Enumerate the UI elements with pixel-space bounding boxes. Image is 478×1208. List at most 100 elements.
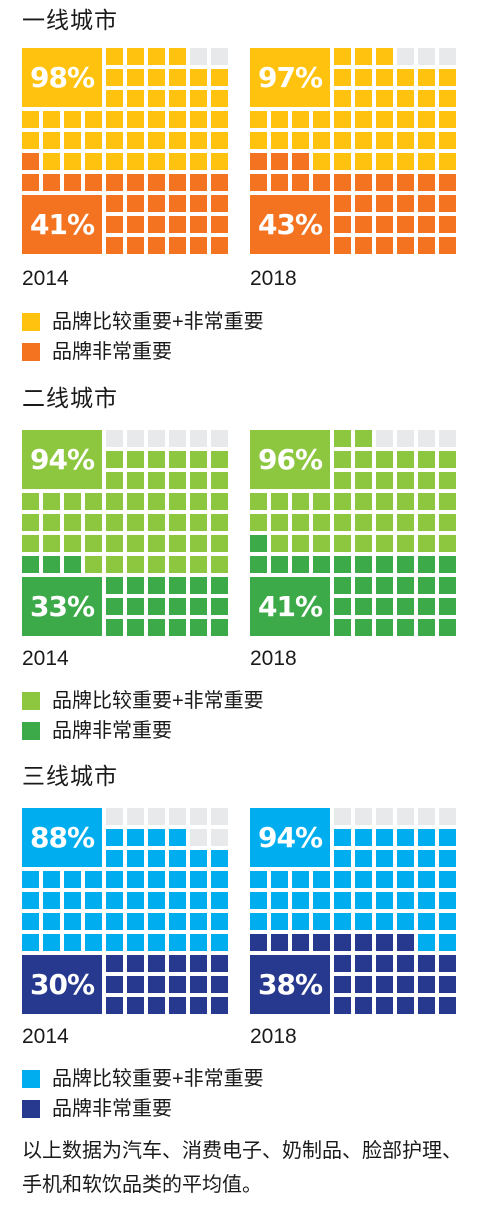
waffle-cell-outer: [376, 514, 393, 531]
waffle-cell-inner: [355, 598, 372, 615]
waffle-cell-inner: [334, 237, 351, 254]
waffle-cell-outer: [271, 535, 288, 552]
waffle-cell-inner: [355, 934, 372, 951]
waffle-cell-outer: [169, 493, 186, 510]
waffle-cell-inner: [355, 216, 372, 233]
section-title-tier3: 三线城市: [22, 763, 118, 789]
waffle-cell-inner: [376, 195, 393, 212]
waffle-cell-outer: [271, 913, 288, 930]
section-title-tier1: 一线城市: [22, 7, 118, 33]
waffle-cell-empty: [334, 808, 351, 825]
waffle-cell-inner: [127, 577, 144, 594]
waffle-cell-inner: [355, 556, 372, 573]
waffle-cell-outer: [64, 892, 81, 909]
waffle-cell-outer: [43, 871, 60, 888]
waffle-cell-empty: [169, 808, 186, 825]
waffle-cell-outer: [418, 69, 435, 86]
waffle-cell-empty: [190, 808, 207, 825]
waffle-cell-outer: [439, 535, 456, 552]
waffle-cell-inner: [292, 556, 309, 573]
waffle-cell-outer: [376, 90, 393, 107]
waffle-cell-empty: [106, 430, 123, 447]
waffle-cell-outer: [64, 132, 81, 149]
waffle-cell-outer: [211, 493, 228, 510]
waffle-cell-inner: [439, 237, 456, 254]
waffle-cell-inner: [148, 195, 165, 212]
waffle-cell-outer: [127, 535, 144, 552]
waffle-cell-inner: [418, 577, 435, 594]
waffle-cell-inner: [64, 174, 81, 191]
waffle-cell-outer: [127, 472, 144, 489]
waffle-cell-outer: [211, 913, 228, 930]
data-label-outer-pct: 88%: [22, 808, 102, 867]
waffle-cell-outer: [190, 132, 207, 149]
waffle-tier3-2014: 88% 30%: [22, 808, 228, 1014]
waffle-cell-inner: [43, 174, 60, 191]
waffle-cell-outer: [355, 871, 372, 888]
waffle-cell-inner: [439, 556, 456, 573]
waffle-cell-inner: [127, 174, 144, 191]
waffle-cell-inner: [376, 598, 393, 615]
waffle-cell-outer: [250, 493, 267, 510]
waffle-cell-inner: [271, 153, 288, 170]
waffle-cell-empty: [148, 430, 165, 447]
waffle-cell-outer: [22, 111, 39, 128]
waffle-cell-outer: [190, 871, 207, 888]
waffle-cell-outer: [43, 132, 60, 149]
waffle-cell-outer: [439, 90, 456, 107]
waffle-cell-outer: [376, 913, 393, 930]
waffle-cell-outer: [376, 451, 393, 468]
waffle-cell-inner: [169, 955, 186, 972]
waffle-cell-outer: [355, 829, 372, 846]
year-label-tier1-2018: 2018: [250, 267, 297, 290]
waffle-cell-outer: [106, 934, 123, 951]
waffle-cell-outer: [376, 535, 393, 552]
waffle-cell-outer: [355, 451, 372, 468]
waffle-cell-inner: [64, 556, 81, 573]
waffle-cell-outer: [271, 892, 288, 909]
waffle-cell-inner: [211, 195, 228, 212]
waffle-cell-outer: [64, 514, 81, 531]
waffle-cell-inner: [334, 619, 351, 636]
waffle-cell-inner: [334, 976, 351, 993]
waffle-cell-empty: [106, 808, 123, 825]
waffle-cell-empty: [211, 808, 228, 825]
waffle-cell-outer: [64, 871, 81, 888]
waffle-cell-empty: [127, 808, 144, 825]
waffle-cell-outer: [148, 871, 165, 888]
waffle-cell-outer: [376, 493, 393, 510]
waffle-cell-outer: [439, 153, 456, 170]
waffle-cell-outer: [292, 493, 309, 510]
waffle-cell-inner: [250, 556, 267, 573]
waffle-cell-empty: [148, 808, 165, 825]
waffle-cell-outer: [334, 892, 351, 909]
waffle-cell-inner: [334, 934, 351, 951]
waffle-cell-inner: [169, 237, 186, 254]
waffle-cell-outer: [355, 913, 372, 930]
waffle-cell-outer: [271, 132, 288, 149]
waffle-cell-outer: [418, 132, 435, 149]
waffle-cell-inner: [355, 997, 372, 1014]
waffle-cell-inner: [106, 174, 123, 191]
waffle-cell-inner: [148, 174, 165, 191]
waffle-cell-empty: [190, 48, 207, 65]
waffle-cell-inner: [418, 556, 435, 573]
waffle-cell-inner: [190, 976, 207, 993]
waffle-cell-outer: [85, 934, 102, 951]
waffle-cell-inner: [418, 237, 435, 254]
waffle-cell-empty: [376, 430, 393, 447]
waffle-tier2-2014: 94% 33%: [22, 430, 228, 636]
waffle-cell-outer: [148, 451, 165, 468]
waffle-cell-empty: [418, 48, 435, 65]
waffle-cell-outer: [334, 153, 351, 170]
legend-item-outer-tier2: 品牌比较重要+非常重要: [22, 689, 264, 713]
waffle-cell-inner: [22, 556, 39, 573]
waffle-cell-outer: [127, 556, 144, 573]
waffle-cell-outer: [376, 892, 393, 909]
waffle-cell-outer: [376, 850, 393, 867]
waffle-cell-outer: [250, 871, 267, 888]
waffle-cell-outer: [127, 493, 144, 510]
data-label-inner-pct: 41%: [250, 577, 330, 636]
waffle-cell-inner: [148, 619, 165, 636]
data-label-inner-pct: 38%: [250, 955, 330, 1014]
